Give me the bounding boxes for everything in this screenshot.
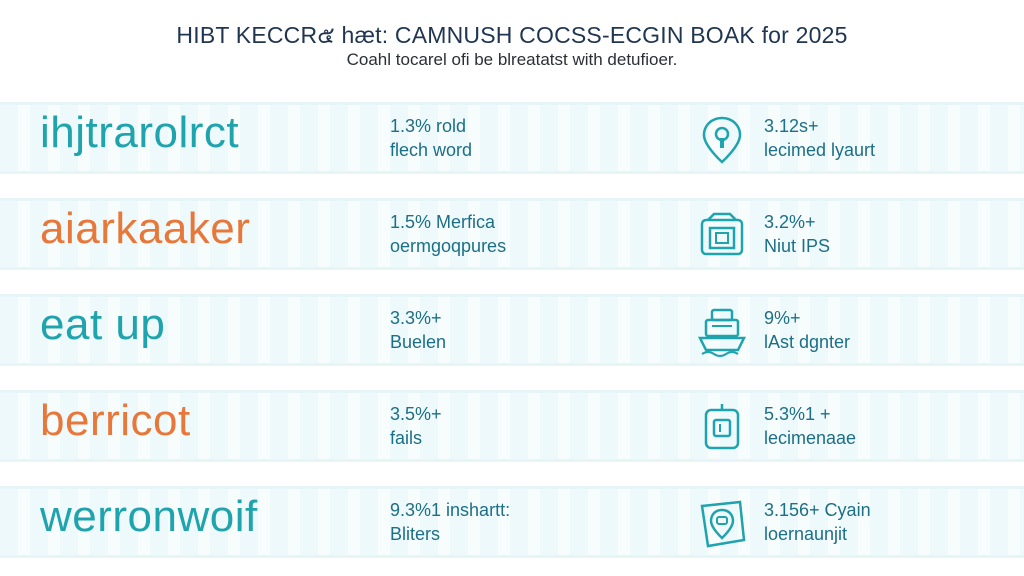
row-word: eat up [40, 300, 166, 349]
row-side: 3.12s+ lecimed lyaurt [764, 114, 1004, 162]
list-item: werronwoif 9.3%1 inshartt: Bliters 3.156… [0, 486, 1024, 558]
row-background [0, 486, 1024, 558]
row-background [0, 102, 1024, 174]
row-side-value: 5.3%1 + [764, 404, 831, 424]
row-side-value: 9%+ [764, 308, 801, 328]
row-stat-value: 1.3% rold [390, 116, 467, 136]
row-stat-label: Bliters [390, 524, 441, 544]
row-stat: 1.5% Merfica oermgoqpures [390, 210, 610, 258]
row-background [0, 390, 1024, 462]
row-side: 3.2%+ Niut IPS [764, 210, 1004, 258]
row-side-label: loernaunjit [764, 524, 848, 544]
row-side-value: 3.12s+ [764, 116, 819, 136]
row-word: ihjtrarolrct [40, 108, 240, 157]
list-item: ihjtrarolrct 1.3% rold flech word 3.12s+… [0, 102, 1024, 174]
row-stat-label: flech word [390, 140, 473, 160]
row-side-label: lecimenaae [764, 428, 857, 448]
row-stat-value: 3.3%+ [390, 308, 442, 328]
device-icon [694, 400, 750, 456]
row-side: 9%+ lAst dgnter [764, 306, 1004, 354]
row-stat: 3.5%+ fails [390, 402, 610, 450]
row-side-label: lecimed lyaurt [764, 140, 876, 160]
list-item: aiarkaaker 1.5% Merfica oermgoqpures 3.2… [0, 198, 1024, 270]
id-card-icon [694, 208, 750, 264]
page-subtitle: Coahl tocarel ofi be blreatatst with det… [346, 50, 678, 69]
row-stat: 1.3% rold flech word [390, 114, 610, 162]
page-title: HIBT KECCR๕ hæt: CAMNUSH COCSS-ECGIN BOA… [176, 22, 848, 48]
row-stat-label: fails [390, 428, 423, 448]
row-background [0, 198, 1024, 270]
rows-list: ihjtrarolrct 1.3% rold flech word 3.12s+… [0, 102, 1024, 570]
row-side-label: Niut IPS [764, 236, 831, 256]
boat-icon [694, 304, 750, 360]
row-stat-value: 9.3%1 inshartt: [390, 500, 511, 520]
row-stat-label: Buelen [390, 332, 447, 352]
row-stat-value: 3.5%+ [390, 404, 442, 424]
row-stat-label: oermgoqpures [390, 236, 507, 256]
row-stat: 3.3%+ Buelen [390, 306, 610, 354]
row-word: aiarkaaker [40, 204, 251, 253]
row-stat: 9.3%1 inshartt: Bliters [390, 498, 610, 546]
list-item: berricot 3.5%+ fails 5.3%1 + lecimenaae [0, 390, 1024, 462]
row-word: berricot [40, 396, 191, 445]
row-stat-value: 1.5% Merfica [390, 212, 496, 232]
row-side-label: lAst dgnter [764, 332, 851, 352]
row-word: werronwoif [40, 492, 258, 541]
row-background [0, 294, 1024, 366]
location-pin-icon [694, 112, 750, 168]
row-side: 5.3%1 + lecimenaae [764, 402, 1004, 450]
map-pin-icon [694, 496, 750, 552]
row-side: 3.156+ Cyain loernaunjit [764, 498, 1004, 546]
list-item: eat up 3.3%+ Buelen 9%+ lAst dgnter [0, 294, 1024, 366]
row-side-value: 3.2%+ [764, 212, 816, 232]
row-side-value: 3.156+ Cyain [764, 500, 871, 520]
